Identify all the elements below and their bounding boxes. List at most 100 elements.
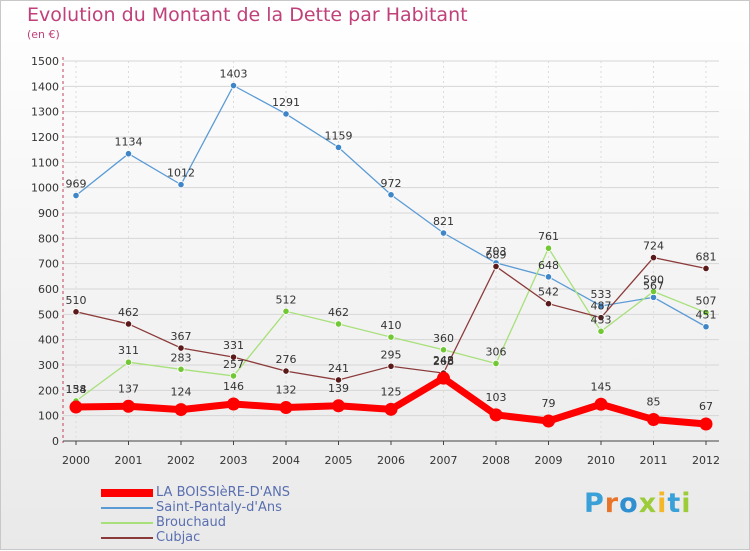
data-label: 1134 [115, 136, 143, 149]
x-tick-label: 2000 [62, 454, 90, 467]
data-label: 360 [433, 332, 454, 345]
data-point [69, 400, 83, 414]
x-tick-label: 2002 [167, 454, 195, 467]
y-tick-label: 1400 [31, 80, 59, 93]
logo-letter: i [681, 488, 692, 519]
y-tick-label: 1200 [31, 131, 59, 144]
data-label: 137 [118, 382, 139, 395]
y-tick-label: 500 [38, 308, 59, 321]
data-point [72, 191, 80, 200]
data-point [439, 229, 448, 237]
data-label: 969 [66, 178, 87, 191]
data-label: 410 [381, 319, 402, 332]
data-label: 79 [542, 397, 556, 410]
data-point [174, 403, 188, 417]
data-label: 241 [328, 362, 349, 375]
y-tick-label: 1100 [31, 156, 59, 169]
x-tick-label: 2001 [115, 454, 143, 467]
data-point [282, 307, 290, 315]
data-point [124, 320, 133, 328]
y-tick-label: 700 [38, 258, 59, 271]
data-label: 487 [591, 300, 612, 313]
data-label: 134 [66, 383, 87, 396]
y-tick-label: 100 [38, 410, 59, 423]
data-label: 295 [381, 348, 402, 361]
data-point [647, 412, 660, 426]
data-label: 681 [696, 250, 717, 263]
data-point [702, 323, 710, 331]
data-point [597, 302, 605, 310]
data-label: 510 [66, 294, 87, 307]
data-label: 512 [276, 293, 297, 306]
logo-letter: P [584, 488, 605, 519]
data-label: 972 [381, 177, 402, 190]
data-label: 462 [118, 306, 139, 319]
legend-swatch [101, 536, 153, 539]
data-label: 724 [643, 240, 664, 253]
data-label: 433 [591, 313, 612, 326]
y-tick-label: 1500 [31, 55, 59, 68]
data-label: 761 [538, 230, 559, 243]
data-label: 139 [328, 382, 349, 395]
data-point [282, 110, 290, 118]
x-tick-label: 2005 [325, 454, 353, 467]
data-point [384, 402, 398, 416]
data-point [702, 264, 710, 273]
data-point [334, 376, 343, 384]
data-label: 462 [328, 306, 349, 319]
logo-letter: x [638, 488, 658, 519]
data-label: 567 [643, 279, 664, 292]
legend-swatch [101, 521, 153, 524]
data-point [177, 344, 185, 352]
data-point [699, 417, 713, 431]
data-point [72, 308, 80, 316]
legend-label: Brouchaud [156, 515, 227, 530]
data-label: 306 [486, 345, 507, 358]
data-point [124, 358, 133, 366]
x-tick-label: 2010 [587, 454, 615, 467]
data-label: 257 [223, 358, 244, 371]
data-point [702, 308, 710, 317]
data-point [227, 397, 240, 411]
data-point [334, 143, 343, 151]
data-label: 507 [696, 295, 717, 308]
logo-letter: r [604, 488, 620, 519]
data-point [122, 399, 135, 413]
proxiti-logo: Proxiti [584, 488, 692, 519]
data-point [229, 353, 238, 361]
data-label: 276 [276, 353, 297, 366]
x-tick-label: 2008 [482, 454, 510, 467]
data-point [649, 287, 658, 296]
data-point [597, 314, 605, 322]
data-label: 689 [486, 248, 507, 261]
data-label: 331 [223, 339, 244, 352]
data-point [177, 181, 185, 189]
legend-label: LA BOISSIèRE-D'ANS [156, 485, 291, 500]
data-point [387, 191, 395, 199]
y-tick-label: 300 [38, 359, 59, 372]
data-point [437, 371, 450, 385]
y-tick-label: 800 [38, 232, 59, 245]
data-label: 268 [433, 355, 454, 368]
y-tick-label: 0 [52, 435, 59, 448]
data-label: 367 [171, 330, 192, 343]
data-point [279, 401, 293, 415]
data-point [439, 346, 448, 354]
y-tick-label: 200 [38, 384, 59, 397]
data-point [334, 320, 343, 328]
data-label: 590 [643, 274, 664, 287]
data-point [544, 273, 553, 281]
data-point [492, 359, 500, 368]
data-point [387, 362, 395, 370]
data-label: 125 [381, 385, 402, 398]
data-label: 1291 [272, 96, 300, 109]
data-label: 124 [171, 386, 192, 399]
data-point [177, 365, 185, 373]
data-label: 67 [699, 400, 713, 413]
data-label: 542 [538, 286, 559, 299]
data-label: 1403 [220, 68, 248, 81]
data-label: 821 [433, 215, 454, 228]
data-label: 85 [647, 395, 661, 408]
